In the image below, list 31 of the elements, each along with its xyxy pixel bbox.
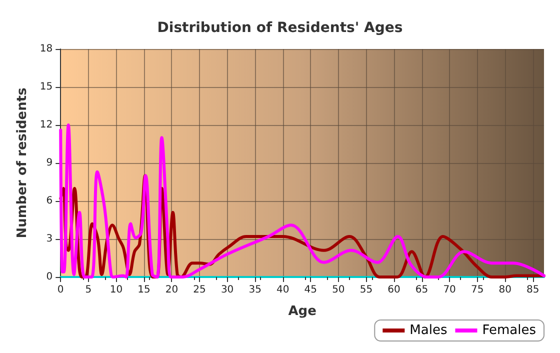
y-tick-label: 12 (40, 120, 53, 130)
x-tick-label: 30 (220, 284, 234, 296)
chart-title: Distribution of Residents' Ages (157, 20, 403, 36)
y-tick-label: 9 (46, 158, 53, 168)
y-axis-title: Number of residents (15, 87, 30, 238)
x-tick-label: 80 (498, 284, 512, 296)
x-tick-label: 85 (526, 284, 540, 296)
x-tick-label: 25 (193, 284, 206, 296)
x-tick-label: 0 (57, 284, 64, 296)
x-tick-label: 45 (304, 284, 318, 296)
x-tick-label: 65 (415, 284, 428, 296)
y-tick-label: 15 (40, 82, 53, 92)
x-tick-label: 50 (332, 284, 345, 296)
y-tick-label: 6 (46, 196, 53, 206)
x-tick-label: 20 (165, 284, 178, 296)
x-tick-label: 75 (470, 284, 484, 296)
y-tick-label: 0 (46, 272, 53, 282)
x-axis-title: Age (288, 304, 317, 319)
legend-label: Males (410, 323, 448, 338)
x-tick-label: 60 (388, 284, 400, 296)
y-tick-label: 18 (40, 44, 53, 54)
x-tick-label: 5 (85, 284, 92, 296)
legend-label: Females (482, 323, 536, 338)
x-tick-label: 55 (360, 284, 373, 296)
line-series (59, 124, 546, 278)
y-tick-label: 3 (46, 234, 53, 244)
x-tick-label: 35 (248, 284, 262, 296)
x-tick-label: 15 (138, 284, 150, 296)
x-tick-label: 70 (443, 284, 456, 296)
x-tick-label: 10 (110, 284, 123, 296)
x-tick-label: 40 (276, 284, 290, 296)
